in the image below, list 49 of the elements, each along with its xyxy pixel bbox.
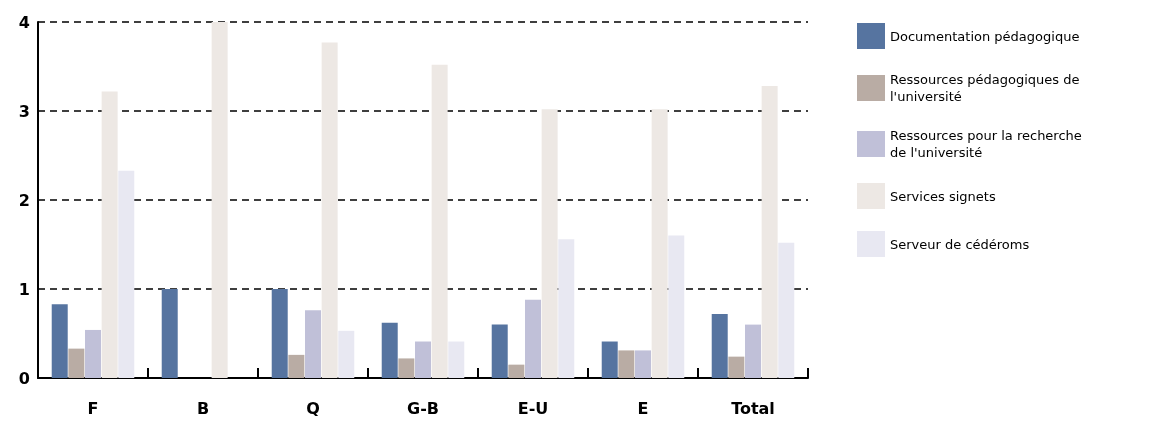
bar [51, 304, 68, 378]
x-tick-label: G-B [407, 398, 439, 418]
y-tick-label: 1 [18, 279, 30, 299]
bar [711, 313, 728, 378]
bar [398, 358, 415, 378]
bar [381, 322, 398, 378]
bar [525, 299, 541, 378]
bar [491, 324, 508, 378]
legend-label: Services signets [890, 188, 996, 204]
y-tick-label: 4 [18, 12, 30, 32]
bar [668, 235, 685, 378]
x-tick-label: Total [731, 398, 775, 418]
legend-label: Ressources pédagogiques de l'université [890, 72, 1084, 104]
bar [161, 289, 178, 378]
x-tick-label: E-U [517, 398, 549, 418]
bar [651, 109, 668, 378]
x-tick-label: Q [306, 398, 320, 418]
bar [305, 310, 321, 378]
y-tick-label: 0 [18, 368, 30, 388]
bar [338, 330, 355, 378]
x-tick-label: B [196, 398, 210, 418]
bar [745, 324, 761, 378]
bar [288, 354, 305, 378]
bar [558, 239, 575, 378]
bar [778, 242, 795, 378]
bar [635, 350, 651, 378]
bar [85, 329, 101, 378]
bar [761, 86, 778, 378]
legend-label: Ressources pour la recherche de l'université [890, 128, 1086, 160]
bar [321, 42, 338, 378]
bar [431, 64, 448, 378]
y-tick-label: 2 [18, 190, 30, 210]
bar [448, 341, 465, 378]
x-tick-label: F [87, 398, 99, 418]
legend-label: Serveur de cédéroms [890, 236, 1030, 252]
bar [618, 350, 635, 378]
bar [101, 91, 118, 378]
y-tick-label: 3 [18, 101, 30, 121]
bar [415, 341, 431, 378]
bar [271, 289, 288, 378]
bar [118, 170, 135, 378]
bar [541, 109, 558, 378]
legend-label: Documentation pédagogique [890, 28, 1080, 44]
bar [601, 341, 618, 378]
bar [508, 364, 525, 378]
bar [728, 356, 745, 378]
x-tick-label: E [637, 398, 649, 418]
bar [68, 348, 85, 378]
bar [211, 22, 228, 378]
